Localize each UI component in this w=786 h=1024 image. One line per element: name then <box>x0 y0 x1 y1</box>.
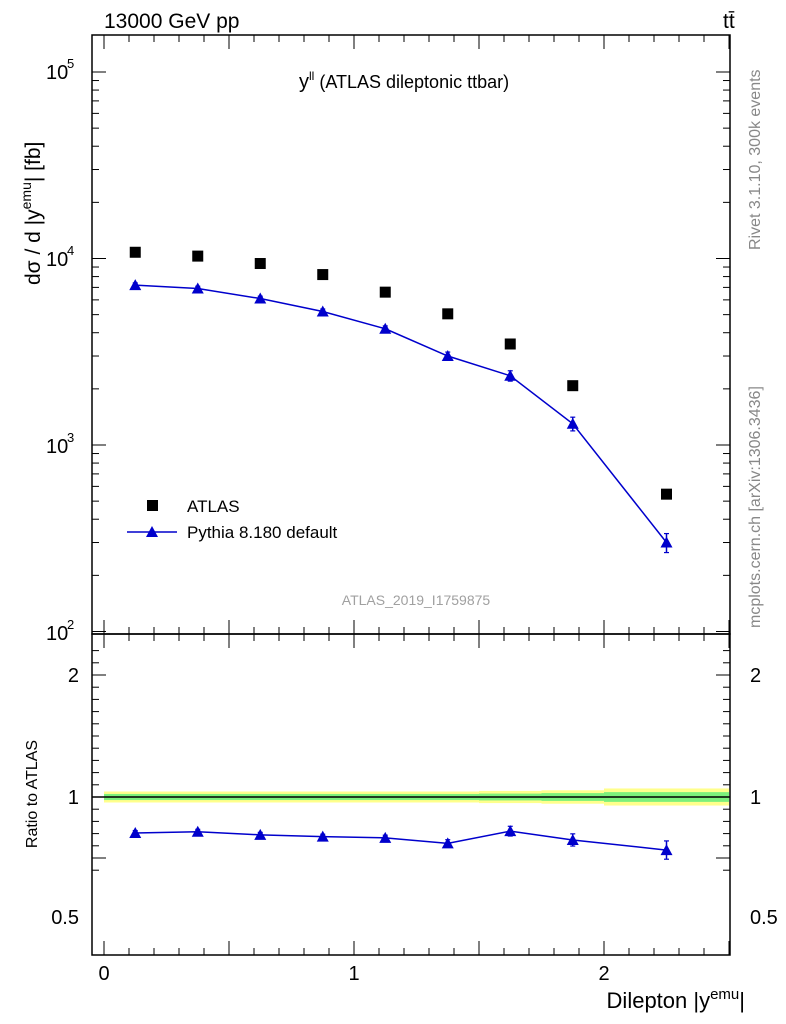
main-ylabel: dσ / d |yemu| [fb] <box>18 142 45 285</box>
legend-marker-atlas <box>147 500 158 511</box>
pythia-data-point <box>129 279 142 291</box>
pythia-data-point <box>379 322 392 334</box>
atlas-data-point <box>254 258 266 270</box>
main-ytick-label-5: 10 5 <box>46 56 74 84</box>
atlas-data-point <box>192 250 204 262</box>
pythia-data-point <box>441 350 454 362</box>
pythia-data-point <box>316 305 329 317</box>
xlabel: Dilepton |yemu| <box>607 986 745 1013</box>
svg-text:10: 10 <box>46 436 68 458</box>
ratio-ytick-label-right-2: 2 <box>750 665 761 687</box>
ratio-ytick-label-1: 1 <box>68 787 79 809</box>
pythia-data-point <box>566 417 579 429</box>
main-frame <box>91 34 731 635</box>
svg-text:2: 2 <box>67 617 74 632</box>
ratio-data-point <box>566 833 579 845</box>
svg-text:10: 10 <box>46 249 68 271</box>
ratio-data-point <box>129 826 142 838</box>
svg-text:4: 4 <box>67 243 74 258</box>
ratio-ytick-label-0.5: 0.5 <box>51 907 79 929</box>
legend: ATLAS Pythia 8.180 default <box>127 497 338 542</box>
atlas-data-point <box>442 308 454 320</box>
ratio-panel: 2 1 0.5 2 1 0.5 Ratio to ATLAS 0 1 2 Dil… <box>24 633 778 1013</box>
ratio-data-point <box>191 825 204 837</box>
legend-marker-pythia <box>146 526 158 537</box>
ratio-ylabel: Ratio to ATLAS <box>24 740 41 848</box>
main-panel: 10 5 10 4 10 3 10 2 dσ / d |yemu| [fb] y… <box>18 34 731 645</box>
pythia-data-point <box>504 369 517 381</box>
main-ytick-label-2: 10 2 <box>46 617 74 645</box>
atlas-data-point <box>317 269 329 281</box>
svg-text:3: 3 <box>67 430 74 445</box>
process-label: tt̄ <box>723 10 735 33</box>
rivet-label: Rivet 3.1.10, 300k events <box>747 69 764 250</box>
main-ytick-label-3: 10 3 <box>46 430 74 458</box>
ratio-frame <box>91 633 731 956</box>
ratio-data-point <box>379 831 392 843</box>
atlas-data-point <box>504 338 516 350</box>
pythia-data-point <box>660 536 673 548</box>
mcplots-label: mcplots.cern.ch [arXiv:1306.3436] <box>747 386 764 628</box>
ratio-ytick-label-right-1: 1 <box>750 787 761 809</box>
ratio-data-point <box>504 825 517 837</box>
pythia-data-point <box>191 282 204 294</box>
pythia-data-point <box>254 292 267 304</box>
plot-title: yll (ATLAS dileptonic ttbar) <box>299 69 509 93</box>
ratio-data-point <box>441 837 454 849</box>
analysis-watermark: ATLAS_2019_I1759875 <box>342 592 491 608</box>
atlas-data-point <box>661 488 672 500</box>
ratio-ytick-label-right-0.5: 0.5 <box>750 907 778 929</box>
ratio-data-point <box>254 828 267 840</box>
xtick-label-2: 2 <box>598 963 609 985</box>
ratio-ytick-label-2: 2 <box>68 665 79 687</box>
atlas-data-point <box>379 286 391 298</box>
atlas-data-point <box>567 380 579 392</box>
xtick-label-0: 0 <box>98 963 109 985</box>
legend-label-atlas: ATLAS <box>187 497 240 516</box>
ratio-data-point <box>660 844 673 856</box>
ratio-pythia-line <box>135 830 667 851</box>
main-ytick-label-4: 10 4 <box>46 243 74 271</box>
collision-energy-label: 13000 GeV pp <box>104 10 239 33</box>
svg-text:5: 5 <box>67 56 74 71</box>
xtick-label-1: 1 <box>348 963 359 985</box>
atlas-data-point <box>129 246 141 258</box>
svg-text:10: 10 <box>46 62 68 84</box>
legend-label-pythia: Pythia 8.180 default <box>187 523 338 542</box>
svg-text:10: 10 <box>46 623 68 645</box>
ratio-data-point <box>316 830 329 842</box>
